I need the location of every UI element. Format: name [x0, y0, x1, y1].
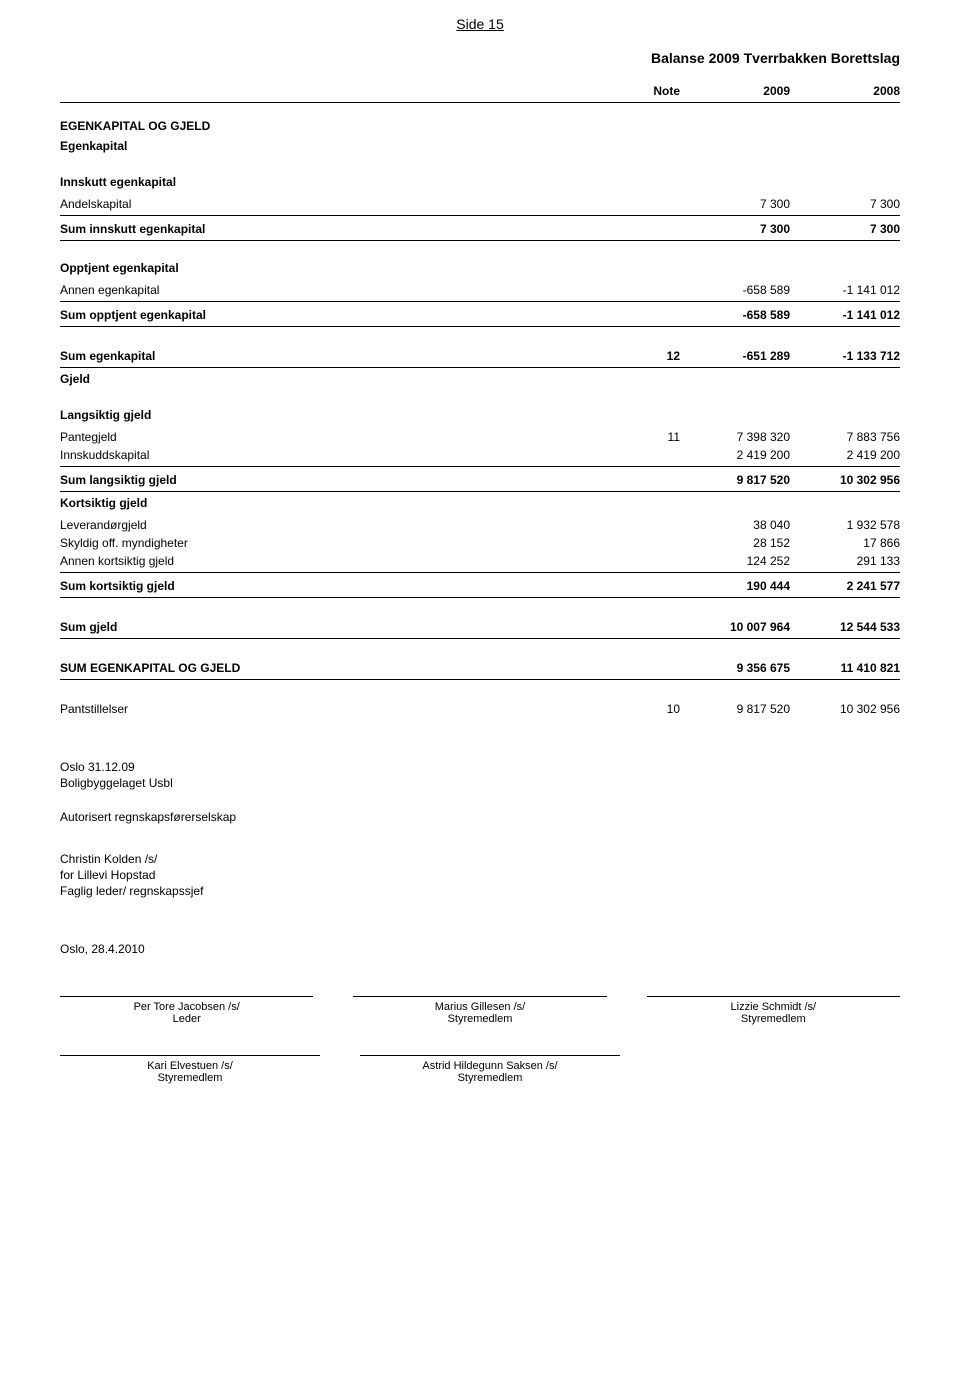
row-annen-egenkapital: Annen egenkapital -658 589 -1 141 012	[60, 281, 900, 299]
row-pantegjeld: Pantegjeld 11 7 398 320 7 883 756	[60, 428, 900, 446]
section-langsiktig: Langsiktig gjeld	[60, 408, 900, 422]
section-opptjent: Opptjent egenkapital	[60, 261, 900, 275]
row-sum-kortsiktig: Sum kortsiktig gjeld 190 444 2 241 577	[60, 577, 900, 595]
row-sum-langsiktig: Sum langsiktig gjeld 9 817 520 10 302 95…	[60, 471, 900, 489]
footer-block: Oslo 31.12.09 Boligbyggelaget Usbl Autor…	[60, 760, 900, 956]
column-headers: Note 2009 2008	[60, 84, 900, 103]
signature-cell: Marius Gillesen /s/ Styremedlem	[353, 996, 606, 1025]
section-egenkapital-og-gjeld: EGENKAPITAL OG GJELD	[60, 119, 900, 133]
row-innskuddskapital: Innskuddskapital 2 419 200 2 419 200	[60, 446, 900, 464]
row-leverandorgjeld: Leverandørgjeld 38 040 1 932 578	[60, 516, 900, 534]
section-innskutt: Innskutt egenkapital	[60, 175, 900, 189]
section-egenkapital: Egenkapital	[60, 139, 900, 153]
footer-person2: for Lillevi Hopstad	[60, 868, 900, 882]
row-sum-total: SUM EGENKAPITAL OG GJELD 9 356 675 11 41…	[60, 659, 900, 677]
col-2009: 2009	[680, 84, 790, 98]
footer-org: Boligbyggelaget Usbl	[60, 776, 900, 790]
row-skyldig: Skyldig off. myndigheter 28 152 17 866	[60, 534, 900, 552]
section-gjeld: Gjeld	[60, 372, 900, 386]
signature-cell: Astrid Hildegunn Saksen /s/ Styremedlem	[360, 1055, 620, 1084]
signature-cell: Per Tore Jacobsen /s/ Leder	[60, 996, 313, 1025]
col-2008: 2008	[790, 84, 900, 98]
footer-autorisert: Autorisert regnskapsførerselskap	[60, 810, 900, 824]
row-pantstillelser: Pantstillelser 10 9 817 520 10 302 956	[60, 700, 900, 718]
footer-person3: Faglig leder/ regnskapssjef	[60, 884, 900, 898]
row-annen-kortsiktig: Annen kortsiktig gjeld 124 252 291 133	[60, 552, 900, 570]
footer-person1: Christin Kolden /s/	[60, 852, 900, 866]
page-label: Side 15	[60, 16, 900, 32]
row-sum-opptjent: Sum opptjent egenkapital -658 589 -1 141…	[60, 306, 900, 324]
row-sum-innskutt: Sum innskutt egenkapital 7 300 7 300	[60, 220, 900, 238]
signature-row-bottom: Kari Elvestuen /s/ Styremedlem Astrid Hi…	[60, 1055, 900, 1084]
footer-date: Oslo 31.12.09	[60, 760, 900, 774]
document-title: Balanse 2009 Tverrbakken Borettslag	[60, 50, 900, 66]
signature-cell: Kari Elvestuen /s/ Styremedlem	[60, 1055, 320, 1084]
row-sum-egenkapital: Sum egenkapital 12 -651 289 -1 133 712	[60, 347, 900, 365]
row-sum-gjeld: Sum gjeld 10 007 964 12 544 533	[60, 618, 900, 636]
signature-cell: Lizzie Schmidt /s/ Styremedlem	[647, 996, 900, 1025]
footer-sign-date: Oslo, 28.4.2010	[60, 942, 900, 956]
section-kortsiktig: Kortsiktig gjeld	[60, 496, 900, 510]
col-note: Note	[610, 84, 680, 98]
signature-row-top: Per Tore Jacobsen /s/ Leder Marius Gille…	[60, 996, 900, 1025]
row-andelskapital: Andelskapital 7 300 7 300	[60, 195, 900, 213]
